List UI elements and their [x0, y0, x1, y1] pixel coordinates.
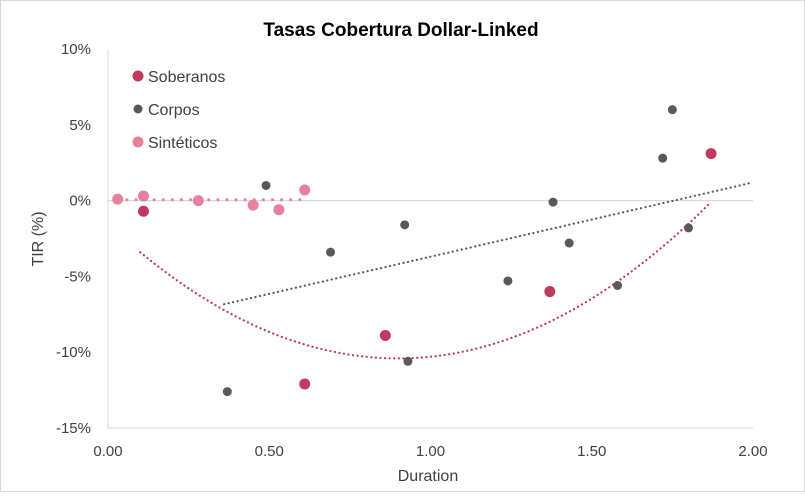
data-point-sintticos	[192, 195, 204, 207]
y-tick-label: 0%	[69, 193, 91, 210]
x-tick-label: 2.00	[738, 443, 767, 460]
data-point-sintticos	[273, 204, 285, 216]
data-point-soberanos	[544, 286, 556, 298]
x-tick-label: 1.50	[577, 443, 606, 460]
x-axis-title: Duration	[398, 468, 458, 485]
legend-label-soberanos: Soberanos	[148, 69, 225, 86]
data-point-soberanos	[379, 330, 391, 342]
data-point-corpos	[403, 356, 413, 366]
y-axis-title: TIR (%)	[30, 211, 47, 266]
data-point-corpos	[564, 238, 574, 248]
legend-label-sintticos: Sintéticos	[148, 135, 217, 152]
legend-label-corpos: Corpos	[148, 102, 200, 119]
data-point-sintticos	[247, 199, 259, 211]
trendlines	[116, 181, 755, 360]
data-point-corpos	[222, 387, 232, 397]
data-point-corpos	[658, 153, 668, 163]
data-point-corpos	[261, 180, 271, 190]
data-point-corpos	[548, 197, 558, 207]
y-tick-label: -10%	[56, 344, 91, 361]
y-tick-label: 5%	[69, 117, 91, 134]
data-point-soberanos	[299, 378, 311, 390]
legend-marker-corpos	[133, 104, 143, 114]
trendline-soberanos	[139, 201, 713, 360]
y-tick-label: -15%	[56, 420, 91, 437]
data-points	[112, 105, 717, 397]
data-point-sintticos	[137, 190, 149, 202]
legend: Soberanos Corpos Sintéticos	[132, 69, 225, 152]
data-point-corpos	[613, 280, 623, 290]
y-tick-label: 10%	[61, 41, 91, 58]
trendline-corpos	[223, 181, 755, 306]
data-point-sintticos	[299, 184, 311, 196]
chart-title: Tasas Cobertura Dollar-Linked	[263, 20, 538, 41]
data-point-corpos	[667, 105, 677, 115]
legend-marker-soberanos	[132, 70, 144, 82]
data-point-sintticos	[112, 193, 124, 205]
data-point-corpos	[326, 247, 336, 257]
data-point-soberanos	[137, 205, 149, 217]
x-tick-label: 0.50	[255, 443, 284, 460]
data-point-corpos	[503, 276, 513, 286]
axes: 10% 5% 0% -5% -10% -15%0.00 0.50 1.00 1.50 2.00	[56, 41, 768, 460]
x-tick-label: 0.00	[93, 443, 122, 460]
data-point-corpos	[684, 223, 693, 233]
x-tick-label: 1.00	[416, 443, 445, 460]
data-point-soberanos	[705, 148, 717, 160]
legend-marker-sintticos	[132, 136, 144, 148]
y-tick-label: -5%	[64, 268, 91, 285]
data-point-corpos	[400, 220, 410, 230]
